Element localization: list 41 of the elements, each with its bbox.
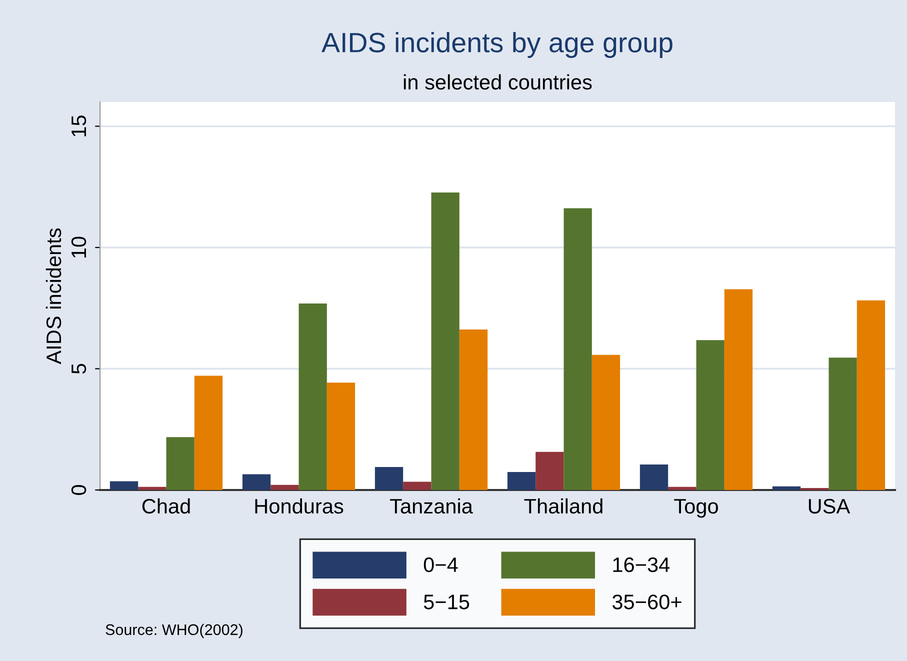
x-tick-label: Tanzania	[390, 498, 473, 514]
bar	[828, 358, 857, 490]
x-tick-label: Togo	[674, 499, 718, 518]
legend-label: 16−34	[613, 557, 670, 572]
legend-label: 0−4	[424, 557, 458, 572]
x-tick-label: Honduras	[255, 498, 344, 514]
bar	[298, 304, 327, 490]
bar	[592, 354, 620, 490]
bar	[431, 192, 460, 490]
y-tick-label: 15	[72, 116, 86, 136]
bar	[696, 340, 724, 490]
bar	[856, 300, 886, 490]
legend-label: 35−60+	[612, 594, 682, 610]
bar	[536, 452, 564, 490]
bar	[564, 208, 592, 490]
x-tick-label: Thailand	[524, 498, 602, 514]
bar	[403, 482, 432, 490]
bar	[772, 486, 801, 490]
bar	[507, 472, 536, 490]
bar	[640, 464, 668, 490]
y-tick-label: 0	[71, 485, 86, 495]
bar	[166, 437, 194, 490]
source-note: Source: WHO(2002)	[106, 624, 242, 638]
x-tick-label: USA	[808, 498, 850, 514]
y-tick-label: 5	[72, 364, 86, 374]
y-tick-label: 10	[71, 236, 86, 258]
bar	[110, 481, 138, 490]
bar	[194, 376, 223, 490]
bar	[242, 474, 271, 490]
x-tick-label: Chad	[142, 498, 190, 514]
bar	[326, 382, 356, 490]
chart-title: AIDS incidents by age group	[322, 32, 672, 58]
bar	[724, 289, 753, 490]
bar	[138, 486, 166, 490]
bar	[270, 484, 299, 490]
bar	[668, 486, 696, 490]
legend-label: 5−15	[424, 594, 470, 610]
bar	[374, 466, 404, 490]
y-axis-title: AIDS incidents	[46, 228, 62, 364]
chart-subtitle: in selected countries	[404, 74, 592, 90]
bar	[459, 329, 488, 490]
